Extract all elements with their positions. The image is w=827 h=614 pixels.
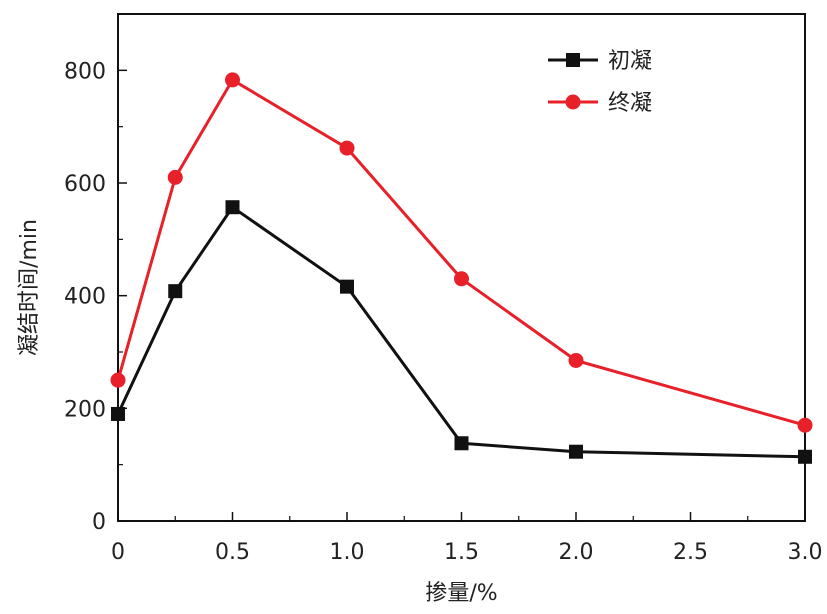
data-point: [569, 444, 583, 459]
x-tick-label: 0: [111, 540, 125, 565]
x-tick-label: 2.5: [673, 540, 708, 565]
data-point: [339, 140, 355, 156]
data-point: [798, 449, 812, 464]
data-point: [568, 352, 584, 368]
data-point: [454, 271, 469, 287]
x-tick-label: 3.0: [788, 540, 823, 565]
y-tick-label: 800: [64, 59, 106, 84]
data-point: [111, 406, 125, 421]
y-axis-title: 凝结时间/min: [17, 219, 42, 356]
series-1: [111, 200, 812, 464]
y-tick-label: 200: [64, 397, 106, 422]
legend-marker: [565, 94, 581, 110]
x-tick-label: 2.0: [559, 540, 594, 565]
legend-label: 终凝: [608, 91, 652, 116]
x-tick-label: 1.5: [444, 540, 479, 565]
legend-item: 初凝: [548, 49, 652, 74]
legend-marker: [566, 53, 580, 67]
legend-label: 初凝: [608, 49, 652, 74]
y-tick-label: 400: [64, 285, 106, 310]
data-point: [168, 284, 183, 299]
series-line: [116, 78, 806, 427]
plot-axes: 0 0.5 1.0 1.5 2.0 2.5 3.0 0 200 400 600 800: [64, 13, 823, 565]
legend-item: 终凝: [548, 91, 652, 116]
y-tick-label: 0: [92, 510, 106, 535]
data-point: [340, 279, 354, 294]
data-point: [797, 417, 813, 433]
series-2: [110, 72, 813, 433]
data-point: [225, 72, 240, 88]
y-tick-label: 600: [64, 172, 106, 197]
series-layer: [110, 72, 813, 464]
series-line: [116, 205, 806, 459]
data-point: [110, 372, 126, 388]
x-tick-label: 0.5: [215, 540, 250, 565]
data-point: [167, 169, 183, 185]
data-point: [454, 436, 469, 451]
x-axis-title: 掺量/%: [425, 581, 497, 606]
data-point: [225, 200, 240, 215]
x-tick-label: 1.0: [330, 540, 365, 565]
